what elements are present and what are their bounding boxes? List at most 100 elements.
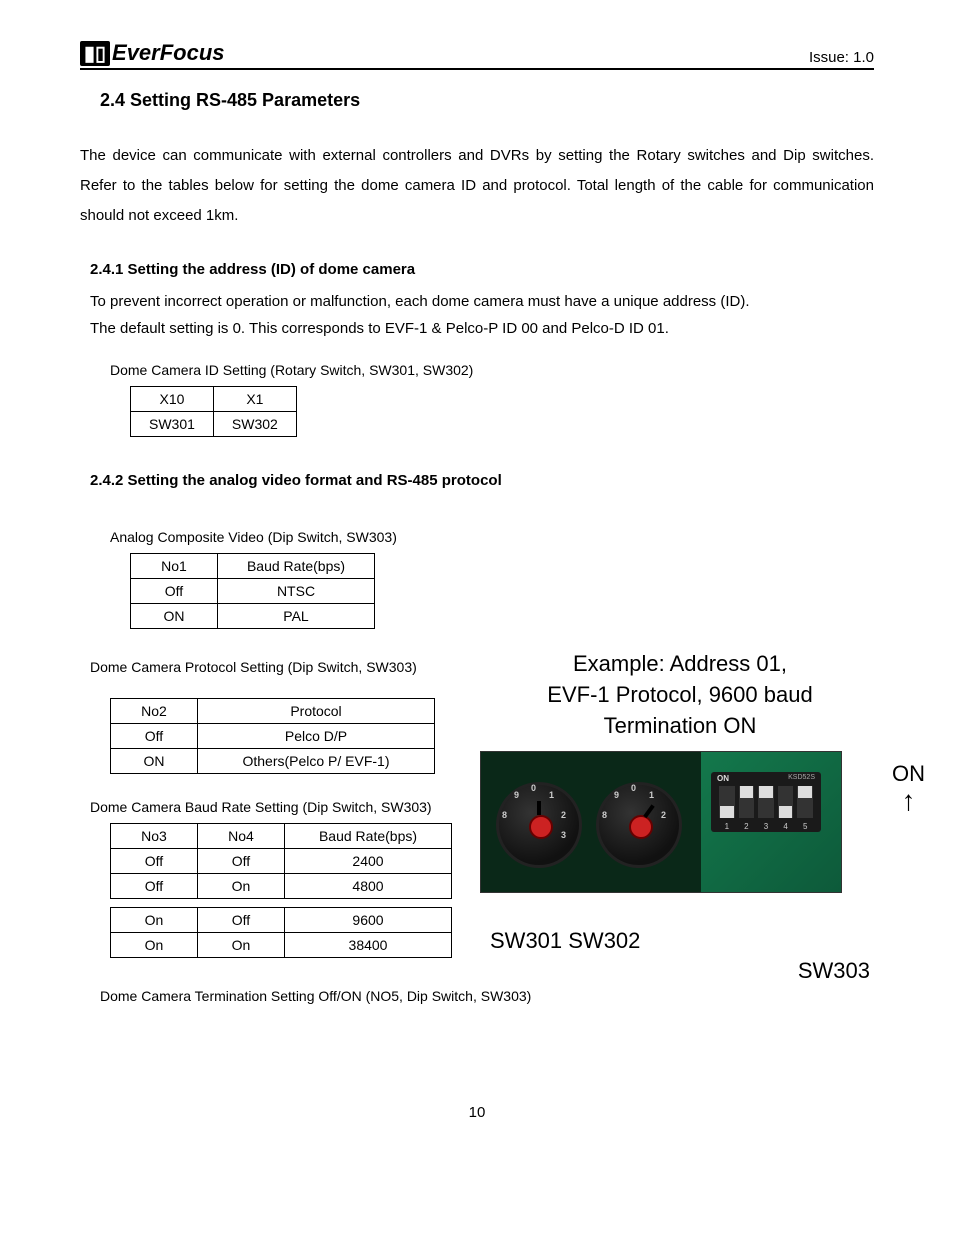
sw303-label: SW303: [798, 958, 870, 984]
cell: No3: [111, 824, 198, 849]
page-number: 10: [80, 1104, 874, 1121]
rotary-center-icon: [529, 815, 553, 839]
dip-toggle-icon: [759, 786, 773, 798]
table-row: On Off 9600: [111, 908, 452, 933]
rotary-digit: 2: [561, 810, 566, 820]
arrow-up-icon: ↑: [902, 785, 916, 816]
dip-model-label: KSD52S: [788, 774, 815, 781]
cell: ON: [111, 749, 198, 774]
baud-rate-table: No3 No4 Baud Rate(bps) Off Off 2400 Off …: [110, 823, 452, 899]
example-photo-area: ON ↑ 0 1 2 3 9 8: [480, 751, 880, 954]
dip-slots: [719, 786, 813, 818]
rotary-digit: 9: [514, 790, 519, 800]
cell: X10: [131, 387, 214, 412]
cell: 4800: [285, 874, 452, 899]
rotary-digit: 2: [661, 810, 666, 820]
rotary-digit: 3: [561, 830, 566, 840]
table-row: SW301 SW302: [131, 412, 297, 437]
cell: Baud Rate(bps): [218, 554, 375, 579]
cell: X1: [213, 387, 296, 412]
dip-num: 4: [778, 822, 794, 831]
cell: 38400: [285, 933, 452, 958]
cell: 9600: [285, 908, 452, 933]
document-page: ▮▯ EverFocus Issue: 1.0 2.4 Setting RS-4…: [0, 0, 954, 1161]
cell: Off: [198, 849, 285, 874]
cell: NTSC: [218, 579, 375, 604]
s241-p2: The default setting is 0. This correspon…: [90, 320, 669, 337]
example-title: Example: Address 01, EVF-1 Protocol, 960…: [480, 649, 880, 741]
table-row: On On 38400: [111, 933, 452, 958]
termination-caption: Dome Camera Termination Setting Off/ON (…: [100, 988, 874, 1004]
rotary-digit: 1: [649, 790, 654, 800]
dip-slot-2: [739, 786, 755, 818]
cell: Off: [111, 874, 198, 899]
table-row: No3 No4 Baud Rate(bps): [111, 824, 452, 849]
baud-rate-table-2: On Off 9600 On On 38400: [110, 907, 452, 958]
on-direction-label: ON ↑: [892, 761, 925, 816]
baud-caption: Dome Camera Baud Rate Setting (Dip Switc…: [90, 799, 450, 815]
dip-slot-3: [758, 786, 774, 818]
section-title: 2.4 Setting RS-485 Parameters: [100, 90, 874, 111]
example-line2: EVF-1 Protocol, 9600 baud: [547, 682, 812, 707]
table-row: Off Off 2400: [111, 849, 452, 874]
cell: Baud Rate(bps): [285, 824, 452, 849]
cell: No1: [131, 554, 218, 579]
table-row: Off NTSC: [131, 579, 375, 604]
brand-name: EverFocus: [112, 40, 225, 66]
sw301-sw302-label: SW301 SW302: [490, 928, 880, 954]
dip-num: 2: [739, 822, 755, 831]
rotary-slot-icon: [537, 801, 541, 815]
s241-p1: To prevent incorrect operation or malfun…: [90, 293, 750, 310]
dip-numbers: 1 2 3 4 5: [719, 822, 813, 831]
switch-photo: 0 1 2 3 9 8 0 1 2 9 8: [480, 751, 842, 893]
two-column-area: Dome Camera Protocol Setting (Dip Switch…: [80, 649, 874, 958]
rotary-digit: 0: [531, 783, 536, 793]
cell: On: [198, 874, 285, 899]
cell: Pelco D/P: [198, 724, 435, 749]
rotary-digit: 1: [549, 790, 554, 800]
table-row: No1 Baud Rate(bps): [131, 554, 375, 579]
cell: Off: [131, 579, 218, 604]
dip-switch-sw303: ON KSD52S 1 2 3 4: [711, 772, 821, 832]
on-text: ON: [892, 761, 925, 786]
dip-num: 5: [797, 822, 813, 831]
example-line3: Termination ON: [604, 713, 757, 738]
subsection-241-title: 2.4.1 Setting the address (ID) of dome c…: [90, 261, 874, 278]
page-header: ▮▯ EverFocus Issue: 1.0: [80, 40, 874, 70]
cell: No4: [198, 824, 285, 849]
left-column: Dome Camera Protocol Setting (Dip Switch…: [80, 649, 460, 958]
cell: SW302: [213, 412, 296, 437]
dip-toggle-icon: [740, 786, 754, 798]
cell: On: [111, 908, 198, 933]
cell: On: [111, 933, 198, 958]
rotary-digit: 0: [631, 783, 636, 793]
cell: Others(Pelco P/ EVF-1): [198, 749, 435, 774]
protocol-caption: Dome Camera Protocol Setting (Dip Switch…: [90, 659, 460, 675]
cell: No2: [111, 699, 198, 724]
table-row: Off On 4800: [111, 874, 452, 899]
intro-paragraph: The device can communicate with external…: [80, 141, 874, 231]
dip-num: 3: [758, 822, 774, 831]
cell: Off: [111, 849, 198, 874]
rotary-slot-icon: [643, 805, 654, 819]
right-column: Example: Address 01, EVF-1 Protocol, 960…: [480, 649, 880, 954]
cell: PAL: [218, 604, 375, 629]
cell: Off: [111, 724, 198, 749]
rotary-switch-sw301: 0 1 2 3 9 8: [496, 782, 582, 868]
example-line1: Example: Address 01,: [573, 651, 787, 676]
analog-video-caption: Analog Composite Video (Dip Switch, SW30…: [110, 529, 874, 545]
table-row: No2 Protocol: [111, 699, 435, 724]
analog-video-table: No1 Baud Rate(bps) Off NTSC ON PAL: [130, 553, 375, 629]
table-row: ON Others(Pelco P/ EVF-1): [111, 749, 435, 774]
dip-slot-5: [797, 786, 813, 818]
rotary-center-icon: [629, 815, 653, 839]
dip-toggle-icon: [720, 806, 734, 818]
cell: ON: [131, 604, 218, 629]
subsection-241-body: To prevent incorrect operation or malfun…: [90, 288, 874, 342]
table-row: ON PAL: [131, 604, 375, 629]
brand-logo: ▮▯ EverFocus: [80, 40, 225, 66]
dip-toggle-icon: [798, 786, 812, 798]
issue-label: Issue: 1.0: [809, 49, 874, 66]
cell: Protocol: [198, 699, 435, 724]
cell: Off: [198, 908, 285, 933]
